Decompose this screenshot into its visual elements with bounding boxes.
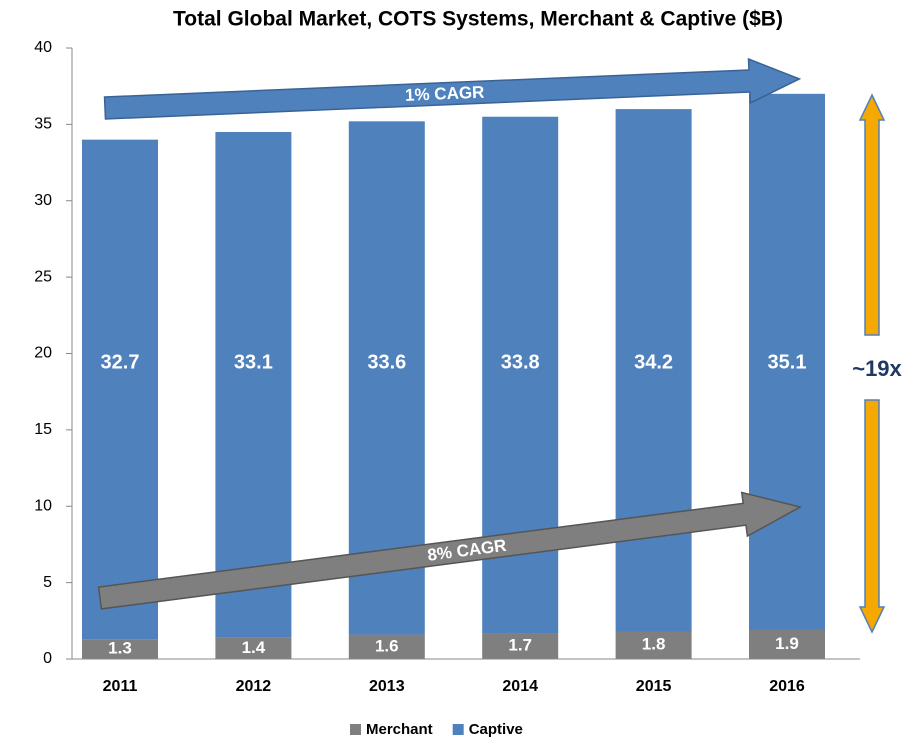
- ratio-arrow: ~19x: [852, 93, 903, 634]
- data-label: 35.1: [768, 351, 807, 373]
- bar-segment: [749, 629, 825, 659]
- bar-segment: [215, 132, 292, 638]
- data-label: 33.1: [234, 351, 273, 373]
- y-tick-label: 35: [34, 116, 52, 133]
- data-label: 1.6: [375, 636, 399, 655]
- y-tick-label: 5: [43, 574, 52, 591]
- legend-swatch: [452, 724, 464, 735]
- x-tick-label: 2013: [369, 678, 405, 695]
- data-label: 1.9: [775, 634, 799, 653]
- annotation: ~19x: [852, 356, 902, 381]
- x-tick-label: 2015: [636, 678, 672, 695]
- y-tick-label: 15: [34, 421, 52, 438]
- legend-label: Captive: [469, 721, 523, 738]
- data-label: 1.7: [508, 636, 532, 655]
- y-tick-label: 20: [34, 345, 52, 362]
- legend-label: Merchant: [366, 721, 433, 738]
- data-label: 1.8: [642, 635, 666, 654]
- y-tick-label: 0: [43, 650, 52, 667]
- bar-segment: [82, 639, 158, 659]
- x-tick-label: 2012: [236, 678, 272, 695]
- y-tick-label: 40: [34, 39, 52, 56]
- data-label: 33.6: [367, 351, 406, 373]
- y-tick-label: 25: [34, 268, 52, 285]
- bar-segment: [615, 631, 692, 659]
- merchant-cagr-arrow: 8% CAGR: [97, 491, 803, 610]
- data-label: 33.8: [501, 351, 540, 373]
- bar-segment: [615, 109, 692, 632]
- bar-segment: [482, 633, 559, 659]
- x-tick-label: 2014: [502, 678, 538, 695]
- annotation: 1% CAGR: [405, 83, 485, 105]
- y-tick-label: 10: [34, 497, 52, 514]
- x-tick-label: 2011: [103, 678, 138, 695]
- legend-swatch: [350, 724, 361, 735]
- chart-title: Total Global Market, COTS Systems, Merch…: [173, 8, 783, 31]
- bar-segment: [215, 637, 292, 659]
- bar-segment: [82, 139, 158, 640]
- bar-segment: [749, 93, 825, 630]
- x-tick-label: 2016: [769, 678, 805, 695]
- y-tick-label: 30: [34, 192, 52, 209]
- data-label: 32.7: [101, 351, 140, 373]
- data-label: 1.3: [108, 639, 132, 658]
- data-label: 1.4: [242, 638, 266, 657]
- bar-segment: [348, 634, 425, 659]
- captive-cagr-arrow: 1% CAGR: [103, 57, 802, 120]
- data-label: 34.2: [634, 351, 673, 373]
